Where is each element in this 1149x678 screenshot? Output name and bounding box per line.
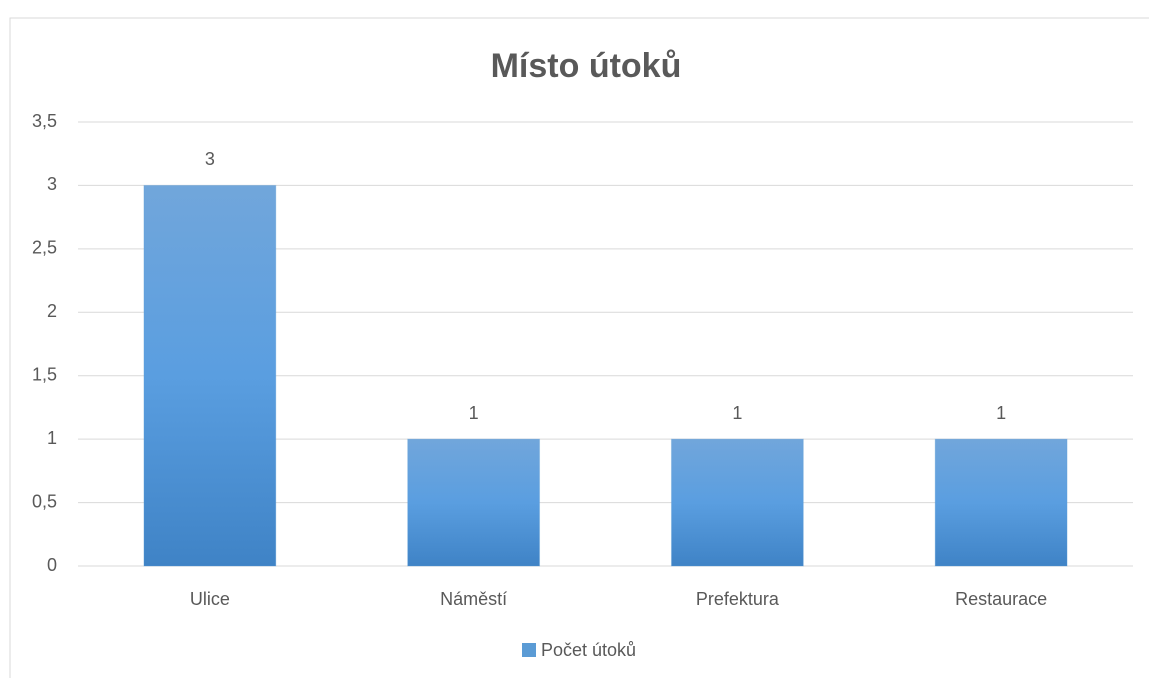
data-label: 3: [205, 149, 215, 169]
y-tick-label: 2,5: [32, 238, 57, 258]
y-tick-label: 3: [47, 174, 57, 194]
y-tick-label: 1: [47, 428, 57, 448]
x-tick-label: Restaurace: [955, 589, 1047, 609]
data-label: 1: [469, 403, 479, 423]
chart-border: [9, 17, 1149, 678]
y-tick-label: 3,5: [32, 111, 57, 131]
x-tick-label: Ulice: [190, 589, 230, 609]
legend-label: Počet útoků: [541, 640, 636, 660]
legend-swatch: [522, 643, 536, 657]
x-tick-label: Prefektura: [696, 589, 780, 609]
data-label: 1: [732, 403, 742, 423]
data-label: 1: [996, 403, 1006, 423]
x-tick-label: Náměstí: [440, 589, 507, 609]
bar: [670, 438, 804, 567]
bar: [143, 184, 277, 567]
chart-title: Místo útoků: [491, 47, 682, 85]
y-tick-label: 2: [47, 301, 57, 321]
y-tick-label: 0,5: [32, 491, 57, 511]
y-tick-label: 1,5: [32, 364, 57, 384]
bar: [407, 438, 541, 567]
y-tick-label: 0: [47, 555, 57, 575]
bar: [934, 438, 1068, 567]
